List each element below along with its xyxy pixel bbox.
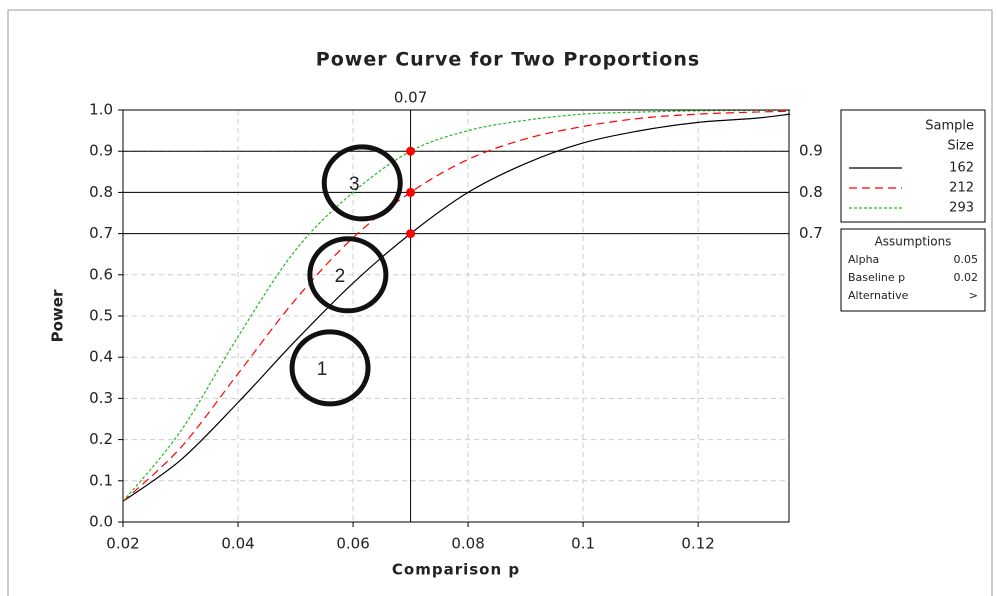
reference-label: 0.07 xyxy=(394,89,427,107)
assumption-name: Baseline p xyxy=(848,271,905,284)
y-tick-label: 0.4 xyxy=(89,348,113,366)
y-tick-label: 0.3 xyxy=(89,389,113,407)
reference-label: 0.7 xyxy=(799,224,823,242)
annotation-circle xyxy=(289,329,371,407)
y-tick-label: 0.0 xyxy=(89,513,113,531)
y-tick-label: 0.9 xyxy=(89,142,113,160)
x-tick-label: 0.08 xyxy=(451,535,484,553)
plot-border xyxy=(122,109,790,523)
assumption-name: Alternative xyxy=(848,289,909,302)
assumption-name: Alpha xyxy=(848,253,879,266)
series-line xyxy=(122,109,791,502)
y-tick-label: 0.1 xyxy=(89,471,113,489)
y-tick-label: 0.8 xyxy=(89,183,113,201)
y-tick-label: 1.0 xyxy=(89,101,113,119)
annotation-label: 3 xyxy=(349,174,360,195)
x-tick-label: 0.1 xyxy=(571,535,595,553)
target-point xyxy=(406,229,416,239)
x-tick-label: 0.02 xyxy=(106,535,139,553)
x-tick-label: 0.06 xyxy=(336,535,369,553)
assumption-value: 0.05 xyxy=(954,253,979,266)
x-tick-label: 0.04 xyxy=(221,535,254,553)
legend-label: 162 xyxy=(949,161,974,176)
annotation-circle xyxy=(321,144,403,222)
x-tick-label: 0.12 xyxy=(681,535,714,553)
assumption-value: 0.02 xyxy=(954,271,979,284)
target-point xyxy=(406,187,416,197)
legend-title: Sample xyxy=(925,119,974,134)
x-axis-label: Comparison p xyxy=(392,561,520,579)
y-tick-label: 0.6 xyxy=(89,265,113,283)
legend-box xyxy=(840,109,986,223)
assumption-value: > xyxy=(969,289,978,302)
series-line xyxy=(122,113,791,502)
y-axis-label: Power xyxy=(49,289,67,342)
annotation-label: 1 xyxy=(317,359,328,380)
annotation-label: 2 xyxy=(335,266,346,287)
reference-label: 0.9 xyxy=(799,142,823,160)
y-tick-label: 0.7 xyxy=(89,224,113,242)
reference-label: 0.8 xyxy=(799,183,823,201)
assumptions-title: Assumptions xyxy=(875,235,952,249)
legend-title: Size xyxy=(947,139,974,154)
chart-title: Power Curve for Two Proportions xyxy=(316,49,700,71)
annotation-circle xyxy=(307,236,389,314)
assumptions-box xyxy=(840,228,986,312)
legend-label: 212 xyxy=(949,181,974,196)
y-tick-label: 0.5 xyxy=(89,307,113,325)
y-tick-label: 0.2 xyxy=(89,430,113,448)
legend-label: 293 xyxy=(949,201,974,216)
target-point xyxy=(406,146,416,156)
series-line xyxy=(122,110,791,502)
